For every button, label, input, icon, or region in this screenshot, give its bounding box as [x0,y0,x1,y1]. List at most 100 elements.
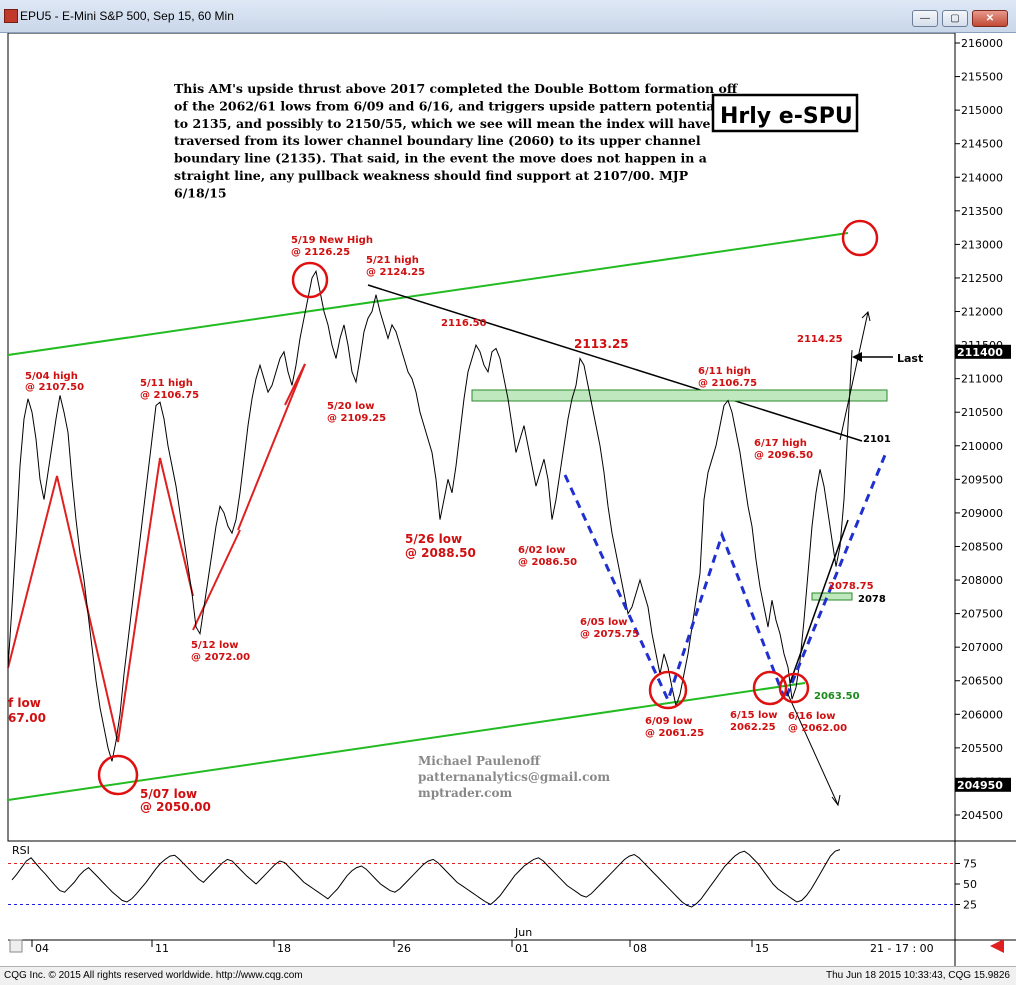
window-title: EPU5 - E-Mini S&P 500, Sep 15, 60 Min [20,9,234,23]
price-tick-label: 215500 [961,71,1003,84]
price-tick-label: 214500 [961,138,1003,151]
commentary-line: 6/18/15 [174,185,227,200]
price-chart[interactable]: 216000 215500 215000 214500 214000 213500 2130… [0,33,1016,966]
rsi-line [11,849,841,908]
highlight-circle-5 [778,672,810,704]
price-tick-label: 207000 [961,641,1003,654]
annotation-label: @ 2124.25 [366,267,425,278]
minimize-icon[interactable]: — [912,10,938,27]
annotation-label: 6/11 high [698,366,751,377]
annotation-label: @ 2075.75 [580,629,639,640]
price-tick-label: 208500 [961,540,1003,553]
annotation-label: 2062.25 [730,722,776,733]
commentary-line: of the 2062/61 lows from 6/09 and 6/16, … [174,98,719,113]
red-pattern-line-1 [192,529,241,631]
author-text: mptrader.com [418,786,512,800]
last-price-box [955,344,1011,359]
rsi-tick-label: 25 [963,899,977,912]
x-tick-label: 26 [397,942,411,955]
annotation-label: @ 2107.50 [25,382,84,393]
commentary-line: boundary line (2135). That said, in the … [174,151,707,166]
annotation-label: @ 2088.50 [405,546,476,560]
x-tick-label: 08 [633,942,647,955]
annotation-label: 6/02 low [518,545,566,556]
annotation-label: 2078 [858,594,886,605]
red-pattern-line-0 [7,457,194,743]
price-marker-box [955,777,1011,792]
price-tick-label: 206000 [961,708,1003,721]
annotation-label: 5/11 high [140,378,193,389]
price-tick-label: 209500 [961,473,1003,486]
red-trend-line [237,363,306,531]
price-tick-label: 206500 [961,675,1003,688]
price-tick-label: 212500 [961,272,1003,285]
lower-channel-line [7,682,806,801]
scroll-left-icon[interactable] [990,939,1004,953]
price-tick-label: 210500 [961,406,1003,419]
annotation-label: @ 2106.75 [698,378,757,389]
rsi-label: RSI [12,844,30,857]
annotation-label: 2113.25 [574,337,629,351]
annotation-label: 2116.50 [441,318,487,329]
annotation-label: @ 2050.00 [140,800,211,814]
price-tick-label: 213500 [961,205,1003,218]
downtrend-line [367,284,863,442]
price-tick-label: 211000 [961,373,1003,386]
annotation-label: 5/12 low [191,640,239,651]
annotation-label: Last [897,352,923,365]
annotation-label: f low [8,696,41,710]
commentary-line: to 2135, and possibly to 2150/55, which … [174,116,711,131]
annotation-label: @ 2096.50 [754,450,813,461]
x-tick-label: 11 [155,942,169,955]
annotation-label: 6/09 low [645,716,693,727]
upper-channel-line [7,232,849,356]
highlight-circle-3 [648,670,688,710]
x-tick-label: 01 [515,942,529,955]
annotation-label: 5/21 high [366,255,419,266]
window-titlebar[interactable]: EPU5 - E-Mini S&P 500, Sep 15, 60 Min — … [0,0,1016,33]
price-tick-label: 204500 [961,809,1003,822]
close-icon[interactable]: ✕ [972,10,1008,27]
annotation-label: 2063.50 [814,691,860,702]
annotation-label: @ 2072.00 [191,652,250,663]
x-right-label: 21 - 17 : 00 [870,942,934,955]
annotation-label: @ 2086.50 [518,557,577,568]
rsi-tick-label: 75 [963,858,977,871]
highlight-circle-4 [752,670,788,706]
annotation-label: 5/20 low [327,401,375,412]
annotation-label: @ 2126.25 [291,247,350,258]
annotation-label: 67.00 [8,711,46,725]
price-series-line [7,269,853,762]
downside-arrowhead [831,794,841,807]
copyright-text: CQG Inc. © 2015 All rights reserved worl… [4,970,303,981]
price-tick-label: 209000 [961,507,1003,520]
highlight-circle-1 [291,261,329,299]
last-price-label: 211400 [957,346,1003,359]
x-tick-label: 18 [277,942,291,955]
price-marker-label: 204950 [957,779,1003,792]
annotation-label: 2078.75 [828,581,874,592]
price-tick-label: 213000 [961,238,1003,251]
projected-pattern-line [563,454,887,705]
uptrend-line [789,519,849,684]
restore-icon[interactable]: ▢ [942,10,968,27]
annotation-label: 6/17 high [754,438,807,449]
highlight-circle-0 [97,754,139,796]
x-tick-label: 04 [35,942,49,955]
last-arrowhead [852,352,862,362]
price-tick-label: 208000 [961,574,1003,587]
annotation-label: 2114.25 [797,334,843,345]
rsi-tick-label: 50 [963,878,977,891]
price-tick-label: 214000 [961,171,1003,184]
highlight-circle-2 [841,219,879,257]
x-tick-label: 15 [755,942,769,955]
annotation-label: 5/19 New High [291,235,373,246]
support-zone-lower [811,592,853,601]
annotation-label: @ 2109.25 [327,413,386,424]
price-tick-label: 216000 [961,37,1003,50]
scroll-handle[interactable] [9,939,23,953]
chart-title-box [711,93,859,133]
chart-title: Hrly e-SPU [720,104,853,129]
commentary-line: This AM's upside thrust above 2017 compl… [174,81,738,96]
annotation-label: 6/15 low [730,710,778,721]
